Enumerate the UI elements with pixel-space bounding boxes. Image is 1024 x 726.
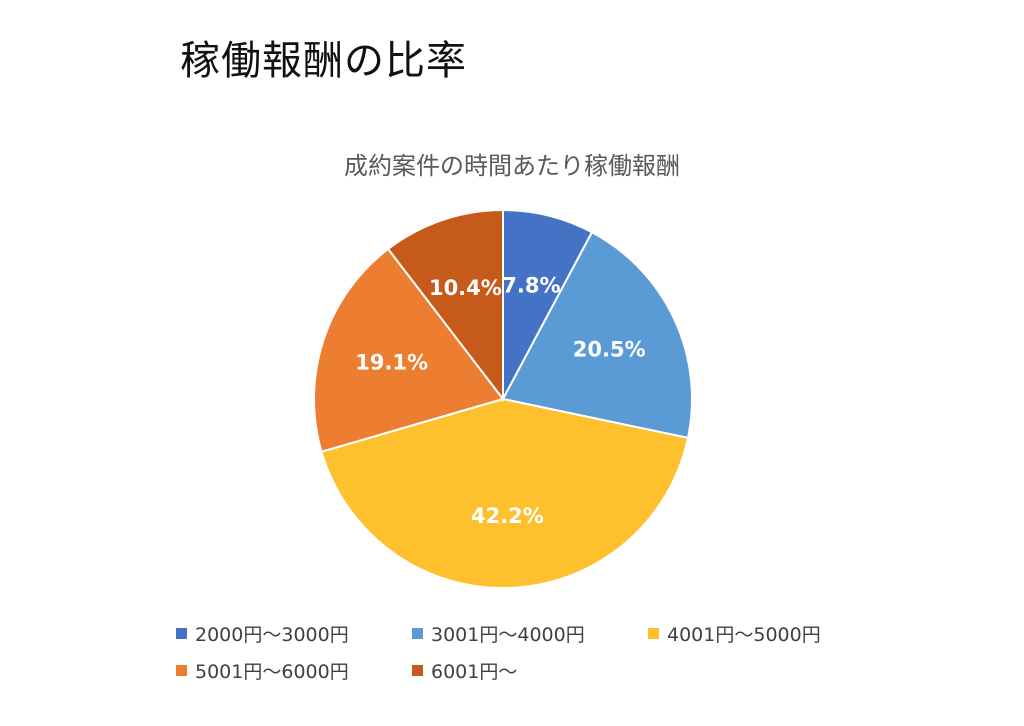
legend-label: 2000円〜3000円	[195, 624, 349, 646]
legend-item-5001-6000: 5001円〜6000円	[176, 657, 412, 684]
data-label-3001-4000: 20.5%	[573, 337, 646, 361]
chart-title: 成約案件の時間あたり稼働報酬	[344, 152, 680, 180]
legend-swatch	[412, 628, 423, 639]
legend-item-6001-plus: 6001円〜	[412, 657, 648, 684]
legend-item-3001-4000: 3001円〜4000円	[412, 620, 648, 647]
legend-swatch	[176, 665, 187, 676]
slice-5001-6000	[313, 247, 505, 453]
legend-item-4001-5000: 4001円〜5000円	[648, 620, 884, 647]
data-label-5001-6000: 19.1%	[355, 350, 428, 374]
slice-2000-3000	[502, 208, 594, 400]
data-label-6001-plus: 10.4%	[429, 276, 502, 300]
slice-6001-plus	[386, 208, 504, 402]
data-label-4001-5000: 42.2%	[471, 504, 544, 528]
slice-4001-5000	[320, 397, 690, 589]
legend-label: 6001円〜	[431, 661, 518, 683]
data-label-2000-3000: 7.8%	[502, 273, 560, 297]
legend-label: 5001円〜6000円	[195, 661, 349, 683]
page-heading: 稼働報酬の比率	[180, 38, 467, 84]
legend-swatch	[176, 628, 187, 639]
legend-item-2000-3000: 2000円〜3000円	[176, 620, 412, 647]
legend-swatch	[412, 665, 423, 676]
legend-label: 4001円〜5000円	[667, 624, 821, 646]
legend-label: 3001円〜4000円	[431, 624, 585, 646]
slice-3001-4000	[501, 230, 693, 440]
chart-legend: 2000円〜3000円 3001円〜4000円 4001円〜5000円 5001…	[176, 620, 896, 684]
legend-swatch	[648, 628, 659, 639]
